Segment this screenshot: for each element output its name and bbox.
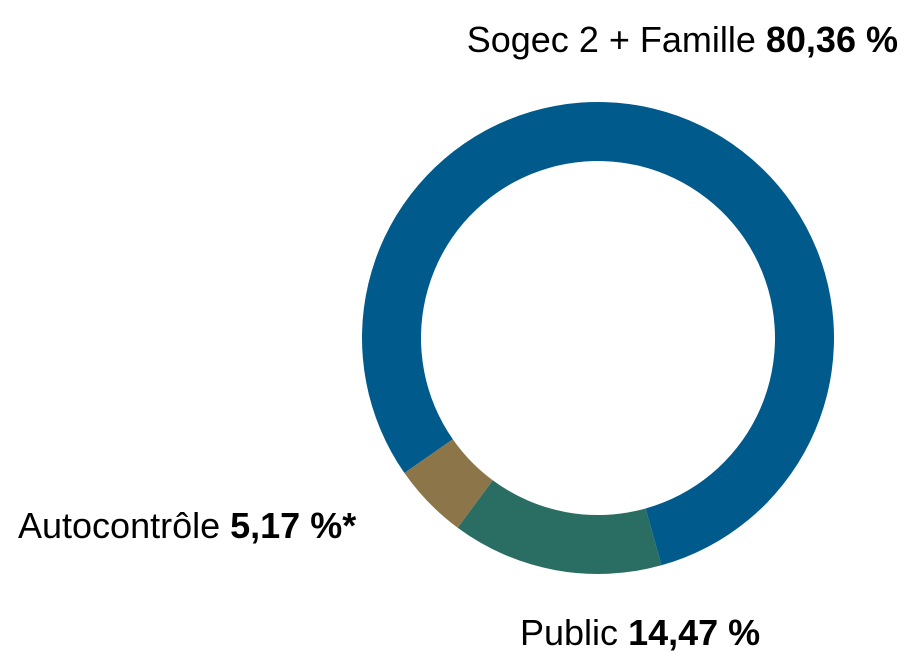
slice: [457, 480, 662, 574]
category-label: Public: [520, 612, 618, 651]
value-label: 80,36 %: [766, 19, 898, 60]
value-label: 5,17 %*: [230, 505, 356, 546]
slice-label: Autocontrôle 5,17 %*: [18, 505, 356, 546]
category-label: Autocontrôle: [18, 505, 220, 546]
slice: [404, 439, 493, 528]
value-label: 14,47 %: [628, 612, 760, 651]
slice-label: Public 14,47 %: [520, 612, 760, 651]
category-label: Sogec 2 + Famille: [467, 19, 756, 60]
donut: [362, 102, 834, 574]
slice-label: Sogec 2 + Famille 80,36 %: [467, 19, 898, 60]
